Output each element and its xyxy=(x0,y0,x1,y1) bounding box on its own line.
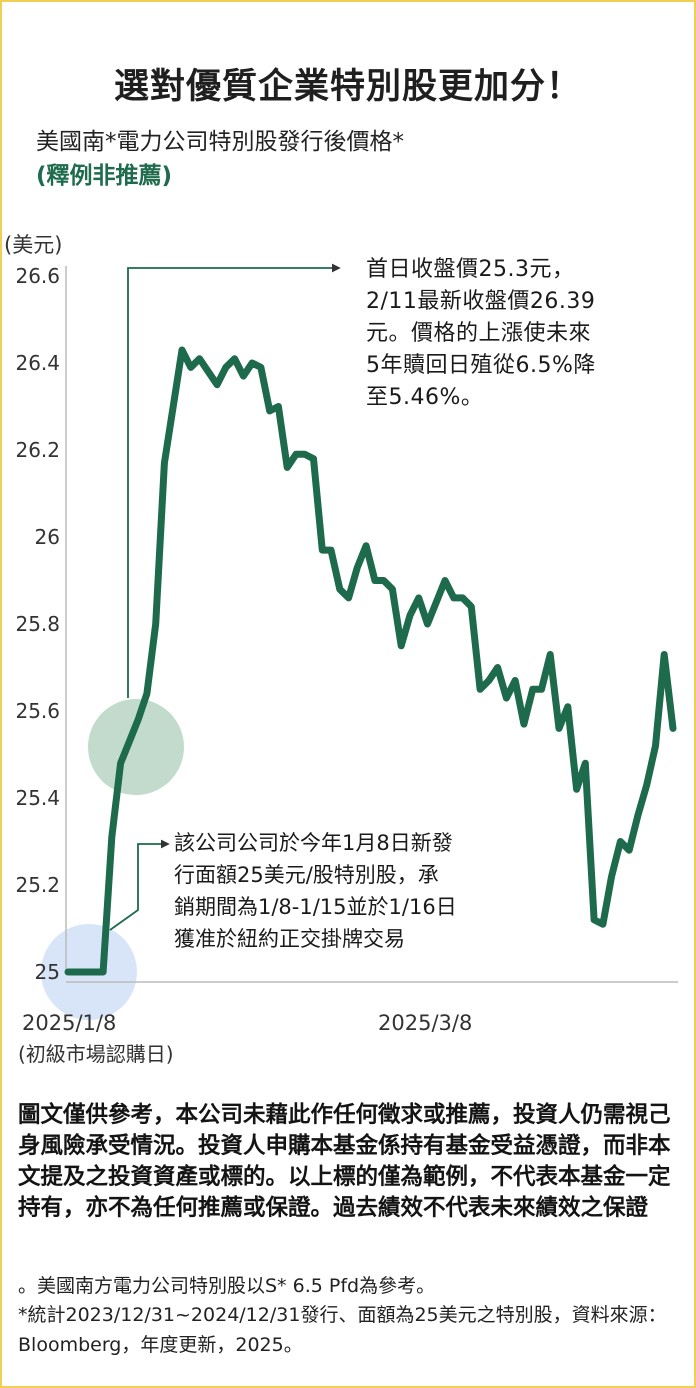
first-day-annotation-line: 2/11最新收盤價26.39 xyxy=(366,289,595,314)
first-day-annotation-line: 元。價格的上漲使未來 xyxy=(366,321,591,346)
price-series-line xyxy=(64,346,677,976)
chart-subtitle: 美國南*電力公司特別股發行後價格* xyxy=(36,129,404,155)
y-tick-label: 25.2 xyxy=(15,873,60,897)
y-tick-label: 25.8 xyxy=(15,612,60,636)
x-tick-label: 2025/3/8 xyxy=(378,1011,472,1035)
first-day-annotation-line: 首日收盤價25.3元， xyxy=(366,257,575,282)
y-tick-label: 25.6 xyxy=(15,699,60,723)
y-tick-label: 26 xyxy=(35,525,60,549)
first-day-connector-arrow xyxy=(127,263,341,698)
y-tick-label: 25.4 xyxy=(15,786,60,810)
first-day-annotation-line: 至5.46%。 xyxy=(366,385,483,410)
disclaimer-text: 圖文僅供參考，本公司未藉此作任何徵求或推薦，投資人仍需視己身風險承受情況。投資人… xyxy=(18,1102,671,1221)
x-tick-sublabel: (初級市場認購日) xyxy=(18,1042,174,1066)
page-title: 選對優質企業特別股更加分！ xyxy=(113,67,582,107)
y-tick-label: 25 xyxy=(35,960,60,984)
issue-annotation-line: 銷期間為1/8-1/15並於1/16日 xyxy=(174,895,457,919)
footnote-statistics: *統計2023/12/31~2024/12/31發行、面額為25美元之特別股，資… xyxy=(18,1304,667,1356)
first-day-annotation-line: 5年贖回日殖從6.5%降 xyxy=(366,353,596,378)
issue-annotation-line: 該公司公司於今年1月8日新發 xyxy=(174,831,453,855)
y-tick-label: 26.6 xyxy=(15,264,60,288)
y-tick-label: 26.4 xyxy=(15,351,60,375)
issue-annotation-line: 獲准於紐約正交掛牌交易 xyxy=(174,927,405,951)
footnote-reference: 。美國南方電力公司特別股以S* 6.5 Pfd為參考。 xyxy=(18,1275,436,1297)
example-disclaimer-note: (釋例非推薦) xyxy=(36,163,173,189)
first-day-price-highlight xyxy=(88,699,184,795)
price-line-chart: (美元) 26.6 26.4 26.2 26 25.8 25.6 25.4 25.2 25 2025… xyxy=(4,233,678,1066)
y-axis-label: (美元) xyxy=(4,233,62,257)
issue-connector-arrow xyxy=(109,839,170,931)
issue-annotation-line: 行面額25美元/股特別股，承 xyxy=(174,863,439,887)
x-tick-label: 2025/1/8 xyxy=(22,1011,116,1035)
y-tick-label: 26.2 xyxy=(15,438,60,462)
